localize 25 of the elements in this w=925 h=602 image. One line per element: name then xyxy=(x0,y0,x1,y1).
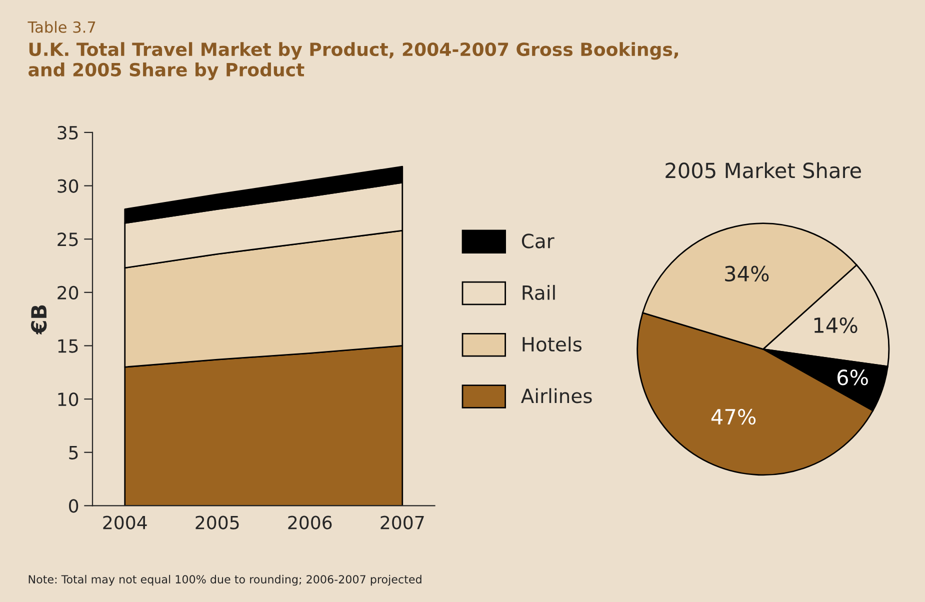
x-tick-label: 2005 xyxy=(196,516,239,530)
data-label: 14% xyxy=(814,317,858,334)
legend-label: Car xyxy=(522,234,554,248)
chart-subtitle: U.K. Total Travel Market by Product, 2004-2007 Gross Bookings, and 2005 Share by Product xyxy=(28,42,678,80)
y-tick-label: 0 xyxy=(69,499,78,513)
y-tick-label: 10 xyxy=(58,392,78,406)
x-tick-label: 2007 xyxy=(380,516,424,530)
text: Note: Total may not equal 100% due to rounding; 2006-2007 projected xyxy=(28,574,422,586)
legend-label: Airlines xyxy=(521,388,592,404)
y-axis-title: €B xyxy=(30,305,47,335)
data-label: 47% xyxy=(711,408,756,425)
data-label: 6% xyxy=(837,370,868,386)
chart-title: 2005 Market Share xyxy=(666,162,862,178)
y-tick-label: 30 xyxy=(58,179,78,193)
legend-label: Hotels xyxy=(522,336,582,352)
y-tick-label: 5 xyxy=(69,446,78,460)
y-tick-label: 20 xyxy=(58,286,78,300)
legend-label: Rail xyxy=(522,284,555,300)
x-tick-label: 2004 xyxy=(103,516,147,530)
y-tick-label: 25 xyxy=(58,232,78,246)
y-tick-label: 35 xyxy=(58,126,78,140)
data-label: 34% xyxy=(725,266,769,282)
x-tick-label: 2006 xyxy=(288,516,332,530)
y-tick-label: 15 xyxy=(58,339,78,353)
chart-title: Table 3.7 xyxy=(28,21,96,33)
